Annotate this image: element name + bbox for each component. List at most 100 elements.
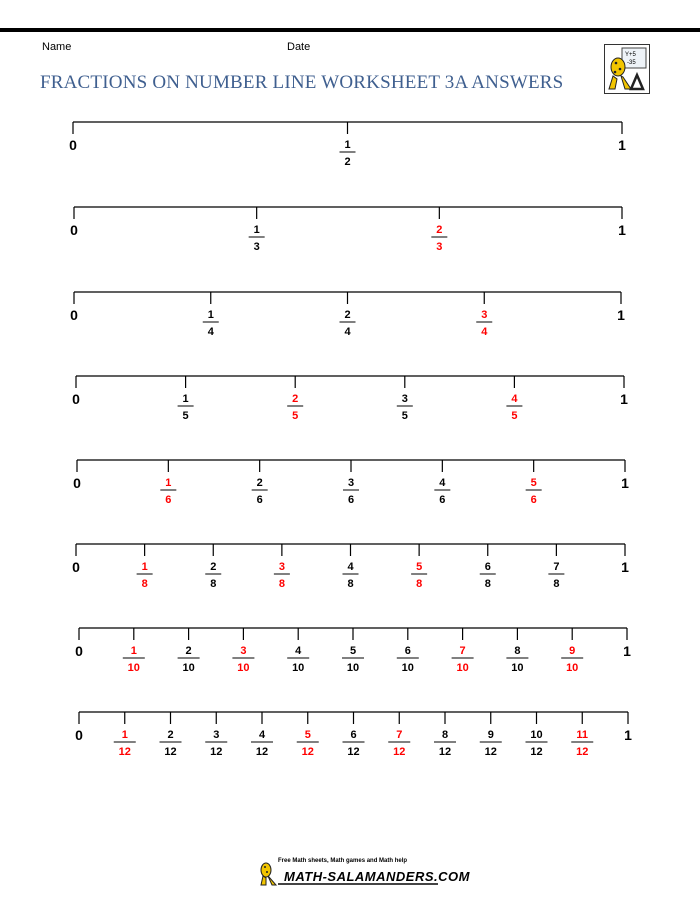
fraction-denominator: 4 (481, 326, 488, 338)
fraction-numerator: 10 (530, 729, 542, 741)
fraction-denominator: 3 (254, 241, 260, 253)
fraction-denominator: 5 (511, 410, 517, 422)
fraction-denominator: 6 (531, 494, 537, 506)
given-fraction: 35 (396, 376, 413, 422)
end-label: 1 (618, 137, 626, 153)
answer-fraction: 110 (122, 628, 145, 674)
fraction-numerator: 5 (305, 729, 311, 741)
fraction-denominator: 12 (576, 746, 588, 758)
given-fraction: 15 (177, 376, 194, 422)
given-fraction: 410 (287, 628, 310, 674)
fraction-denominator: 8 (553, 578, 559, 590)
fraction-denominator: 6 (348, 494, 354, 506)
answer-fraction: 23 (431, 207, 448, 253)
answer-fraction: 58 (411, 544, 428, 590)
page-title: FRACTIONS ON NUMBER LINE WORKSHEET 3A AN… (40, 72, 564, 93)
answer-fraction: 112 (113, 712, 136, 758)
fraction-denominator: 12 (393, 746, 405, 758)
salamander-logo: Y+5 -35 (604, 44, 650, 94)
fraction-denominator: 5 (292, 410, 298, 422)
end-label: 1 (624, 727, 632, 743)
given-fraction: 312 (205, 712, 228, 758)
fraction-numerator: 2 (186, 645, 192, 657)
end-label: 1 (621, 475, 629, 491)
fraction-denominator: 12 (256, 746, 268, 758)
fraction-numerator: 8 (442, 729, 448, 741)
footer-logo: Free Math sheets, Math games and Math he… (258, 858, 469, 888)
given-fraction: 13 (248, 207, 265, 253)
end-label: 1 (617, 307, 625, 323)
fraction-denominator: 8 (279, 578, 285, 590)
start-label: 0 (73, 475, 81, 491)
answer-fraction: 56 (525, 460, 542, 506)
fraction-denominator: 10 (566, 662, 578, 674)
fraction-numerator: 5 (531, 477, 537, 489)
fraction-numerator: 1 (142, 561, 148, 573)
fraction-numerator: 11 (576, 729, 588, 741)
given-fraction: 26 (251, 460, 268, 506)
answer-fraction: 310 (232, 628, 255, 674)
answer-fraction: 512 (296, 712, 319, 758)
fraction-numerator: 4 (439, 477, 446, 489)
fraction-denominator: 10 (128, 662, 140, 674)
fraction-numerator: 8 (514, 645, 520, 657)
answer-fraction: 25 (287, 376, 304, 422)
fraction-denominator: 4 (208, 326, 215, 338)
fraction-denominator: 4 (344, 326, 351, 338)
date-label: Date (287, 41, 311, 53)
end-label: 1 (623, 643, 631, 659)
given-fraction: 510 (342, 628, 364, 674)
fraction-denominator: 5 (402, 410, 408, 422)
fraction-numerator: 4 (259, 729, 266, 741)
footer-salamander-icon (260, 862, 278, 886)
fraction-numerator: 9 (569, 645, 575, 657)
given-fraction: 78 (548, 544, 565, 590)
number-line-2: 0 112 (69, 121, 626, 168)
fraction-denominator: 8 (485, 578, 491, 590)
fraction-numerator: 1 (131, 645, 137, 657)
fraction-denominator: 6 (439, 494, 445, 506)
start-label: 0 (75, 643, 83, 659)
end-label: 1 (620, 391, 628, 407)
top-rule (0, 28, 700, 32)
fraction-numerator: 2 (436, 224, 442, 236)
fraction-denominator: 5 (183, 410, 189, 422)
start-label: 0 (75, 727, 83, 743)
fraction-numerator: 7 (396, 729, 402, 741)
fraction-numerator: 3 (348, 477, 354, 489)
given-fraction: 12 (339, 122, 356, 168)
given-fraction: 812 (434, 712, 456, 758)
given-fraction: 28 (205, 544, 222, 590)
fraction-denominator: 12 (347, 746, 359, 758)
end-label: 1 (621, 559, 629, 575)
fraction-denominator: 12 (485, 746, 497, 758)
fraction-numerator: 4 (295, 645, 302, 657)
fraction-numerator: 5 (416, 561, 422, 573)
footer-underline (278, 883, 438, 885)
fraction-numerator: 6 (350, 729, 356, 741)
answer-fraction: 910 (561, 628, 584, 674)
answer-fraction: 710 (451, 628, 474, 674)
salamander-logo-icon: Y+5 -35 (608, 47, 647, 91)
fraction-numerator: 3 (481, 309, 487, 321)
answer-fraction: 38 (273, 544, 290, 590)
fraction-denominator: 10 (347, 662, 359, 674)
given-fraction: 24 (339, 292, 356, 338)
fraction-denominator: 8 (347, 578, 353, 590)
fraction-numerator: 3 (279, 561, 285, 573)
given-fraction: 48 (342, 544, 359, 590)
given-fraction: 610 (396, 628, 419, 674)
given-fraction: 612 (342, 712, 365, 758)
given-fraction: 210 (177, 628, 200, 674)
fraction-denominator: 10 (182, 662, 194, 674)
fraction-denominator: 12 (530, 746, 542, 758)
fraction-numerator: 1 (254, 224, 260, 236)
